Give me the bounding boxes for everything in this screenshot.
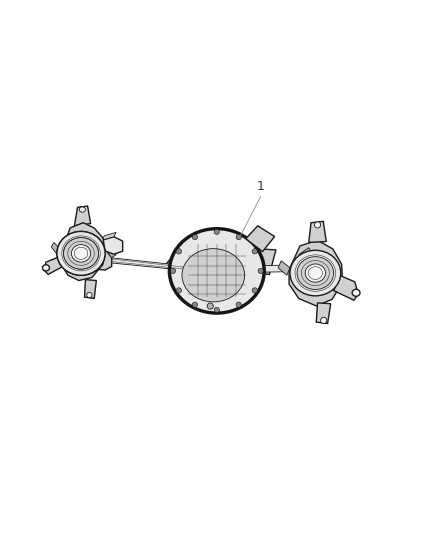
Circle shape: [170, 268, 176, 273]
Circle shape: [258, 268, 263, 273]
Polygon shape: [246, 226, 275, 252]
Ellipse shape: [57, 231, 105, 275]
Circle shape: [214, 229, 219, 235]
Polygon shape: [289, 240, 343, 306]
Ellipse shape: [57, 231, 105, 275]
Polygon shape: [278, 261, 290, 275]
Circle shape: [192, 302, 198, 308]
Circle shape: [176, 249, 181, 254]
Circle shape: [236, 235, 241, 240]
Polygon shape: [316, 303, 331, 324]
Ellipse shape: [314, 222, 321, 228]
Polygon shape: [102, 237, 123, 254]
Ellipse shape: [352, 289, 360, 296]
Polygon shape: [334, 275, 358, 300]
Polygon shape: [74, 206, 91, 226]
Ellipse shape: [42, 265, 49, 271]
Circle shape: [252, 288, 258, 293]
Polygon shape: [299, 248, 312, 260]
Circle shape: [176, 288, 181, 293]
Polygon shape: [103, 257, 204, 272]
Ellipse shape: [64, 238, 99, 269]
Ellipse shape: [321, 317, 327, 324]
Polygon shape: [44, 257, 64, 274]
Ellipse shape: [297, 257, 334, 289]
Ellipse shape: [71, 245, 91, 262]
Ellipse shape: [169, 228, 265, 314]
Circle shape: [214, 308, 219, 312]
Polygon shape: [105, 246, 116, 258]
Ellipse shape: [87, 292, 92, 297]
Circle shape: [207, 303, 213, 309]
Polygon shape: [90, 249, 112, 270]
Polygon shape: [309, 221, 326, 243]
Ellipse shape: [290, 251, 341, 296]
Text: 1: 1: [257, 180, 265, 193]
Ellipse shape: [64, 238, 99, 269]
Circle shape: [236, 302, 241, 308]
Circle shape: [252, 249, 258, 254]
Polygon shape: [90, 246, 110, 251]
Polygon shape: [164, 245, 276, 274]
Polygon shape: [259, 265, 287, 272]
Polygon shape: [85, 280, 96, 298]
Polygon shape: [51, 243, 60, 254]
Circle shape: [192, 235, 198, 240]
Ellipse shape: [79, 207, 85, 212]
Polygon shape: [102, 232, 116, 240]
Polygon shape: [60, 223, 105, 280]
Ellipse shape: [305, 264, 325, 282]
Ellipse shape: [182, 249, 244, 302]
